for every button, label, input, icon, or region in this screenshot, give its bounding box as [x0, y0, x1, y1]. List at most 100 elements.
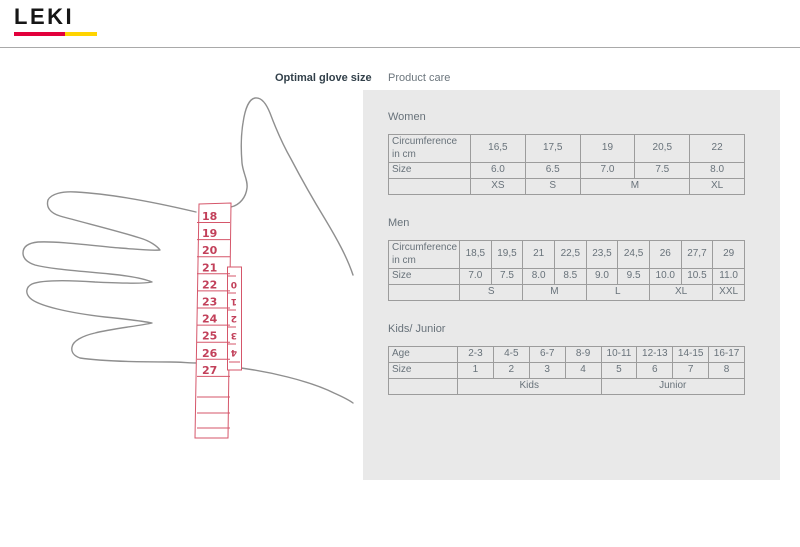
- table-title: Women: [388, 111, 426, 123]
- group-cell: XS: [470, 178, 526, 195]
- tab-optimal-glove-size[interactable]: Optimal glove size: [275, 72, 372, 84]
- measuring-tape-main-strip: [194, 202, 232, 439]
- group-row-empty-cell: [388, 284, 460, 301]
- group-cell: S: [524, 178, 581, 195]
- value-cell: 22,5: [553, 240, 587, 269]
- group-row: XS S M XL: [388, 178, 745, 195]
- value-cell: 29: [712, 240, 745, 269]
- size-table: Circumference in cm 18,5 19,5 21 22,5 23,5 24,…: [388, 240, 745, 301]
- group-row: Kids Junior: [388, 378, 745, 395]
- group-cell: XXL: [712, 284, 745, 301]
- leki-logo[interactable]: LEKI: [14, 4, 97, 36]
- tape-number: 26: [202, 347, 218, 360]
- value-cell: 8.5: [553, 268, 587, 285]
- group-cell: XL: [648, 284, 714, 301]
- size-section: Kids/ Junior Age 2-3 4-5 6-7 8-9 10-11 12-13 14-…: [388, 323, 780, 395]
- value-cell: 16-17: [708, 346, 745, 363]
- value-cell: 6.0: [470, 162, 526, 179]
- leki-logo-text: LEKI: [14, 4, 75, 29]
- value-cell: 7: [672, 362, 710, 379]
- value-cell: 8.0: [522, 268, 555, 285]
- tape-number: 18: [202, 210, 217, 223]
- group-cell: Kids: [457, 378, 602, 395]
- tape-number: 21: [202, 261, 217, 274]
- value-cell: 9.5: [617, 268, 650, 285]
- group-cell: M: [579, 178, 691, 195]
- value-cell: 19,5: [490, 240, 524, 269]
- value-cell: 24,5: [617, 240, 650, 269]
- row-label: Size: [388, 162, 471, 179]
- leki-logo-underline: [14, 32, 97, 36]
- tape-number: 20: [202, 244, 218, 257]
- value-cell: 14-15: [672, 346, 710, 363]
- tape-number: 23: [202, 296, 217, 309]
- row-label: Circumference in cm: [388, 134, 471, 163]
- value-cell: 8: [708, 362, 745, 379]
- size-table: Age 2-3 4-5 6-7 8-9 10-11 12-13 14-15 16-17 Size 1…: [388, 346, 745, 395]
- tape-number: 4: [231, 347, 237, 357]
- value-cell: 6-7: [528, 346, 566, 363]
- value-cell: 4-5: [492, 346, 530, 363]
- hand-outline-fingers: [22, 191, 354, 404]
- table-row: Age 2-3 4-5 6-7 8-9 10-11 12-13 14-15 16-17: [388, 346, 745, 363]
- tape-number: 3: [231, 330, 237, 340]
- value-cell: 6.5: [524, 162, 581, 179]
- tape-number: 1: [231, 296, 237, 306]
- site-header: LEKI: [0, 0, 800, 48]
- tape-number: 22: [202, 278, 217, 291]
- value-cell: 19: [579, 134, 636, 163]
- value-cell: 12-13: [636, 346, 674, 363]
- tape-number: 2: [231, 313, 237, 323]
- value-cell: 23,5: [585, 240, 619, 269]
- row-label: Circumference in cm: [388, 240, 460, 269]
- group-cell: Junior: [600, 378, 745, 395]
- group-cell: M: [522, 284, 587, 301]
- row-label: Age: [388, 346, 458, 363]
- size-tables: Women Circumference in cm 16,5 17,5 19 20,5 22…: [388, 111, 780, 395]
- value-cell: 17,5: [524, 134, 581, 163]
- value-cell: 10-11: [600, 346, 638, 363]
- table-title: Kids/ Junior: [388, 323, 446, 335]
- size-chart-panel: Women Circumference in cm 16,5 17,5 19 20,5 22…: [363, 90, 780, 480]
- value-cell: 10.0: [648, 268, 682, 285]
- value-cell: 27,7: [680, 240, 714, 269]
- value-cell: 8.0: [689, 162, 745, 179]
- value-cell: 20,5: [634, 134, 691, 163]
- tape-number: 25: [202, 330, 217, 343]
- value-cell: 5: [600, 362, 638, 379]
- tape-number: 24: [202, 313, 218, 326]
- tape-number: 27: [202, 364, 217, 377]
- group-row-empty-cell: [388, 178, 471, 195]
- value-cell: 26: [648, 240, 682, 269]
- table-row: Circumference in cm 16,5 17,5 19 20,5 22: [388, 134, 745, 163]
- row-label: Size: [388, 268, 460, 285]
- tab-product-care[interactable]: Product care: [388, 72, 451, 84]
- value-cell: 21: [522, 240, 555, 269]
- table-row: Size 7.0 7.5 8.0 8.5 9.0 9.5 10.0 10.5 11.0: [388, 268, 745, 285]
- logo-underline-yellow: [65, 32, 97, 36]
- value-cell: 2-3: [457, 346, 494, 363]
- value-cell: 10.5: [680, 268, 714, 285]
- tape-number: 19: [202, 227, 217, 240]
- value-cell: 22: [689, 134, 745, 163]
- row-label: Size: [388, 362, 458, 379]
- value-cell: 7.5: [634, 162, 691, 179]
- value-cell: 9.0: [585, 268, 619, 285]
- value-cell: 11.0: [712, 268, 745, 285]
- group-cell: XL: [689, 178, 745, 195]
- group-row-empty-cell: [388, 378, 458, 395]
- size-section: Women Circumference in cm 16,5 17,5 19 20,5 22…: [388, 111, 780, 195]
- logo-underline-red: [14, 32, 65, 36]
- value-cell: 18,5: [459, 240, 492, 269]
- size-section: Men Circumference in cm 18,5 19,5 21 22,5 23,5…: [388, 217, 780, 301]
- table-row: Size 1 2 3 4 5 6 7 8: [388, 362, 745, 379]
- group-cell: S: [458, 284, 524, 301]
- value-cell: 4: [564, 362, 602, 379]
- value-cell: 7.0: [459, 268, 492, 285]
- size-table: Circumference in cm 16,5 17,5 19 20,5 22 Size 6…: [388, 134, 745, 195]
- group-cell: L: [585, 284, 650, 301]
- value-cell: 1: [457, 362, 494, 379]
